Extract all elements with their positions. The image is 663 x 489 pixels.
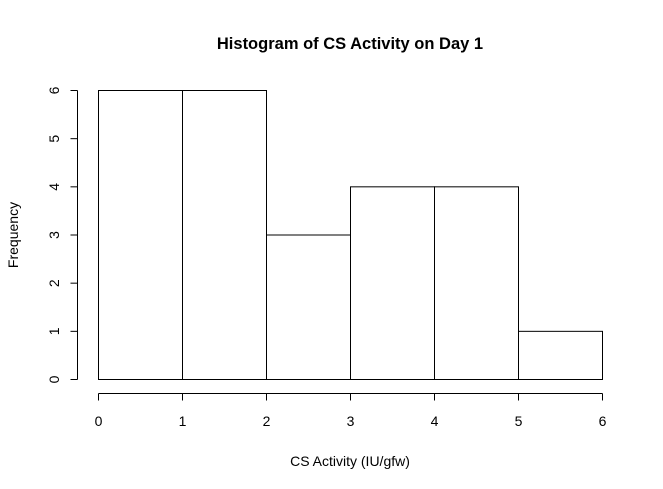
y-tick-label: 4 xyxy=(46,183,62,191)
histogram-bar xyxy=(434,186,519,380)
x-tick-label: 4 xyxy=(431,413,439,429)
x-tick-label: 6 xyxy=(599,413,607,429)
y-tick-label: 0 xyxy=(46,375,62,383)
x-axis-label: CS Activity (IU/gfw) xyxy=(290,453,410,469)
chart-title: Histogram of CS Activity on Day 1 xyxy=(217,35,483,53)
histogram-bar xyxy=(518,330,603,381)
y-tick-label: 6 xyxy=(46,86,62,94)
x-tick-label: 3 xyxy=(347,413,355,429)
x-tick-label: 2 xyxy=(263,413,271,429)
y-axis-label: Frequency xyxy=(5,202,21,268)
x-tick-label: 1 xyxy=(179,413,187,429)
histogram-bar xyxy=(98,90,183,380)
y-axis: 0 1 2 3 4 5 6 xyxy=(46,86,78,383)
bars-group xyxy=(98,90,603,381)
histogram-bar xyxy=(182,90,267,380)
y-tick-label: 2 xyxy=(46,279,62,287)
x-axis: 0 1 2 3 4 5 6 xyxy=(95,393,607,429)
x-tick-label: 5 xyxy=(515,413,523,429)
histogram-bar xyxy=(266,234,351,380)
x-tick-label: 0 xyxy=(95,413,103,429)
y-tick-label: 3 xyxy=(46,231,62,239)
y-tick-label: 1 xyxy=(46,327,62,335)
histogram-bar xyxy=(350,186,435,380)
y-tick-label: 5 xyxy=(46,135,62,143)
